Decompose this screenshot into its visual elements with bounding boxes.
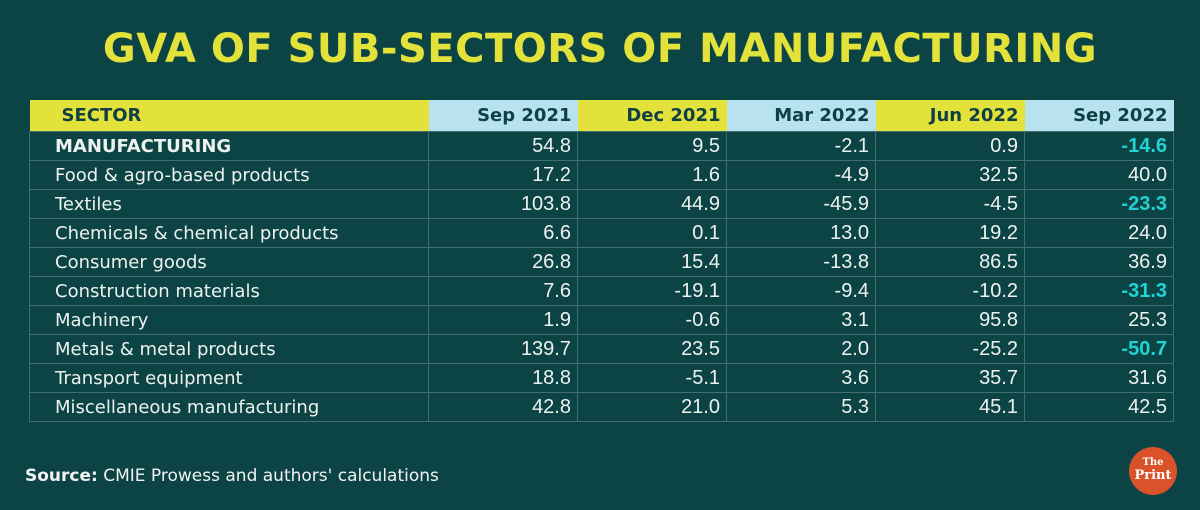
value-cell: 42.5: [1024, 392, 1174, 422]
table-row: Metals & metal products 139.7 23.5 2.0 -25.2…: [29, 334, 1174, 364]
value-cell: 0.9: [875, 131, 1025, 161]
header-row: SECTOR Sep 2021 Dec 2021 Mar 2022 Jun 20…: [29, 100, 1174, 132]
table-row: Construction materials 7.6 -19.1 -9.4 -10.2-…: [29, 276, 1174, 306]
value-cell: 25.3: [1024, 305, 1174, 335]
value-cell: -19.1: [577, 276, 727, 306]
value-cell: 40.0: [1024, 160, 1174, 190]
value-cell: 95.8: [875, 305, 1025, 335]
column-header-sep-2021: Sep 2021: [428, 100, 578, 132]
value-cell: -13.8: [726, 247, 876, 277]
value-cell: 0.1: [577, 218, 727, 248]
value-cell: 19.2: [875, 218, 1025, 248]
value-cell: 139.7: [428, 334, 578, 364]
column-header-sep-2022: Sep 2022: [1024, 100, 1174, 132]
sector-cell: Miscellaneous manufacturing: [29, 392, 429, 422]
value-cell: -25.2: [875, 334, 1025, 364]
column-header-dec-2021: Dec 2021: [577, 100, 727, 132]
value-cell: 17.2: [428, 160, 578, 190]
table-row: Textiles 103.8 44.9 -45.9 -4.5 -23.3: [29, 189, 1174, 219]
sector-cell: Consumer goods: [29, 247, 429, 277]
column-header-mar-2022: Mar 2022: [726, 100, 876, 132]
value-cell: -14.6: [1024, 131, 1174, 161]
table-row: Miscellaneous manufacturing 42.8 21.0 5.3 45…: [29, 392, 1174, 422]
value-cell: 6.6: [428, 218, 578, 248]
source-text: CMIE Prowess and authors' calculations: [103, 466, 439, 486]
table-body: MANUFACTURING 54.8 9.5 -2.1 0.9 -14.6 Food & a…: [29, 131, 1174, 422]
table-row: MANUFACTURING 54.8 9.5 -2.1 0.9 -14.6: [29, 131, 1174, 161]
value-cell: -0.6: [577, 305, 727, 335]
column-header-jun-2022: Jun 2022: [875, 100, 1025, 132]
value-cell: -45.9: [726, 189, 876, 219]
value-cell: 32.5: [875, 160, 1025, 190]
value-cell: 15.4: [577, 247, 727, 277]
value-cell: 45.1: [875, 392, 1025, 422]
value-cell: -5.1: [577, 363, 727, 393]
sector-cell: Machinery: [29, 305, 429, 335]
value-cell: -31.3: [1024, 276, 1174, 306]
value-cell: -23.3: [1024, 189, 1174, 219]
value-cell: 3.1: [726, 305, 876, 335]
value-cell: 7.6: [428, 276, 578, 306]
value-cell: 31.6: [1024, 363, 1174, 393]
table-row: Transport equipment 18.8 -5.1 3.6 35.7 31.6: [29, 363, 1174, 393]
sector-cell: Chemicals & chemical products: [29, 218, 429, 248]
column-header-sector: SECTOR: [29, 100, 429, 132]
sector-cell: Food & agro-based products: [29, 160, 429, 190]
value-cell: 54.8: [428, 131, 578, 161]
sector-cell: MANUFACTURING: [29, 131, 429, 161]
logo-line-1: The: [1142, 457, 1164, 468]
value-cell: 23.5: [577, 334, 727, 364]
sector-cell: Metals & metal products: [29, 334, 429, 364]
value-cell: 103.8: [428, 189, 578, 219]
value-cell: 2.0: [726, 334, 876, 364]
value-cell: 3.6: [726, 363, 876, 393]
value-cell: 5.3: [726, 392, 876, 422]
table-row: Consumer goods 26.8 15.4 -13.8 86.5 36.9: [29, 247, 1174, 277]
value-cell: -9.4: [726, 276, 876, 306]
sector-cell: Construction materials: [29, 276, 429, 306]
value-cell: 1.6: [577, 160, 727, 190]
sector-cell: Textiles: [29, 189, 429, 219]
value-cell: 26.8: [428, 247, 578, 277]
theprint-logo: The Print: [1129, 447, 1177, 495]
value-cell: -10.2: [875, 276, 1025, 306]
value-cell: -4.5: [875, 189, 1025, 219]
value-cell: 42.8: [428, 392, 578, 422]
source-note: Source: CMIE Prowess and authors' calcul…: [25, 466, 439, 486]
table-row: Machinery 1.9 -0.6 3.1 95.8 25.3: [29, 305, 1174, 335]
value-cell: 9.5: [577, 131, 727, 161]
value-cell: 21.0: [577, 392, 727, 422]
value-cell: -2.1: [726, 131, 876, 161]
value-cell: -4.9: [726, 160, 876, 190]
gva-table: SECTOR Sep 2021 Dec 2021 Mar 2022 Jun 20…: [29, 100, 1174, 422]
sector-cell: Transport equipment: [29, 363, 429, 393]
logo-line-2: Print: [1134, 468, 1172, 483]
value-cell: 24.0: [1024, 218, 1174, 248]
value-cell: 18.8: [428, 363, 578, 393]
value-cell: 1.9: [428, 305, 578, 335]
table-row: Chemicals & chemical products 6.6 0.1 13.0 1…: [29, 218, 1174, 248]
value-cell: 13.0: [726, 218, 876, 248]
source-label: Source:: [25, 466, 98, 486]
value-cell: -50.7: [1024, 334, 1174, 364]
value-cell: 44.9: [577, 189, 727, 219]
value-cell: 35.7: [875, 363, 1025, 393]
chart-title: GVA OF SUB-SECTORS OF MANUFACTURING: [102, 26, 1098, 72]
table-row: Food & agro-based products 17.2 1.6 -4.9 32.…: [29, 160, 1174, 190]
value-cell: 86.5: [875, 247, 1025, 277]
value-cell: 36.9: [1024, 247, 1174, 277]
